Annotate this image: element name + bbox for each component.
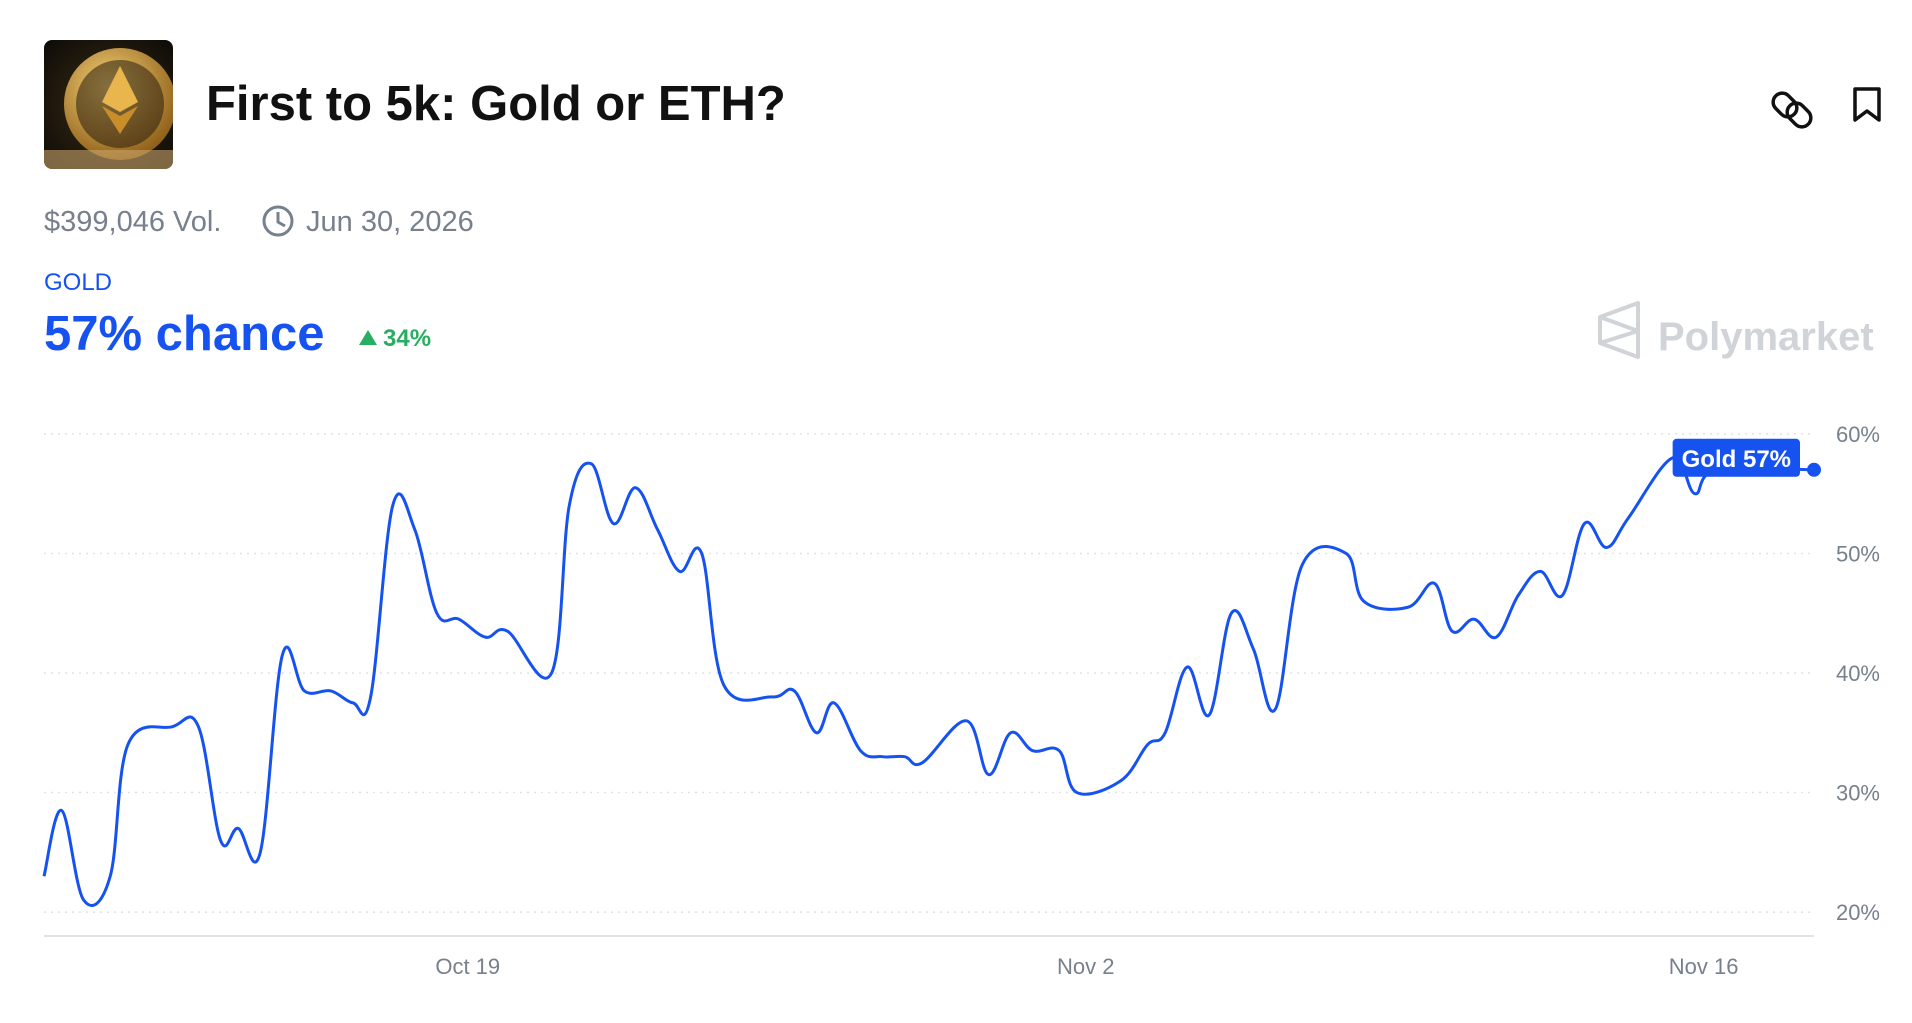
price-line — [42, 456, 1815, 907]
copy-link-button[interactable] — [1769, 89, 1814, 130]
y-tick-label: 60% — [1836, 422, 1880, 447]
change: 34% — [383, 325, 431, 352]
x-tick-label: Nov 16 — [1669, 954, 1739, 979]
x-tick-label: Oct 19 — [435, 954, 500, 979]
brand-logo — [1598, 301, 1640, 359]
chart: 20% 30% 40% 50% 60% Oct 19 Nov 2 Nov 16 Gold 57% — [42, 422, 1880, 979]
y-tick-label: 30% — [1836, 781, 1880, 806]
end-label: Gold 57% — [1672, 438, 1800, 477]
market-thumbnail — [44, 40, 173, 169]
volume: $399,046 Vol. — [44, 206, 221, 238]
x-tick-label: Nov 2 — [1057, 954, 1114, 979]
bookmark-button[interactable] — [1853, 87, 1881, 122]
y-tick-label: 50% — [1836, 541, 1880, 566]
chance: 57% chance — [44, 307, 325, 361]
end-label-text: Gold 57% — [1682, 446, 1791, 473]
end-label-box — [1672, 438, 1800, 477]
brand-name: Polymarket — [1658, 315, 1874, 359]
up-arrow — [359, 330, 377, 345]
market-title: First to 5k: Gold or ETH? — [206, 77, 786, 131]
clock-icon — [262, 205, 294, 237]
end-dot — [1807, 462, 1821, 477]
y-tick-label: 20% — [1836, 900, 1880, 925]
end-date: Jun 30, 2026 — [306, 206, 474, 238]
y-tick-label: 40% — [1836, 661, 1880, 686]
outcome-label: GOLD — [44, 269, 112, 296]
